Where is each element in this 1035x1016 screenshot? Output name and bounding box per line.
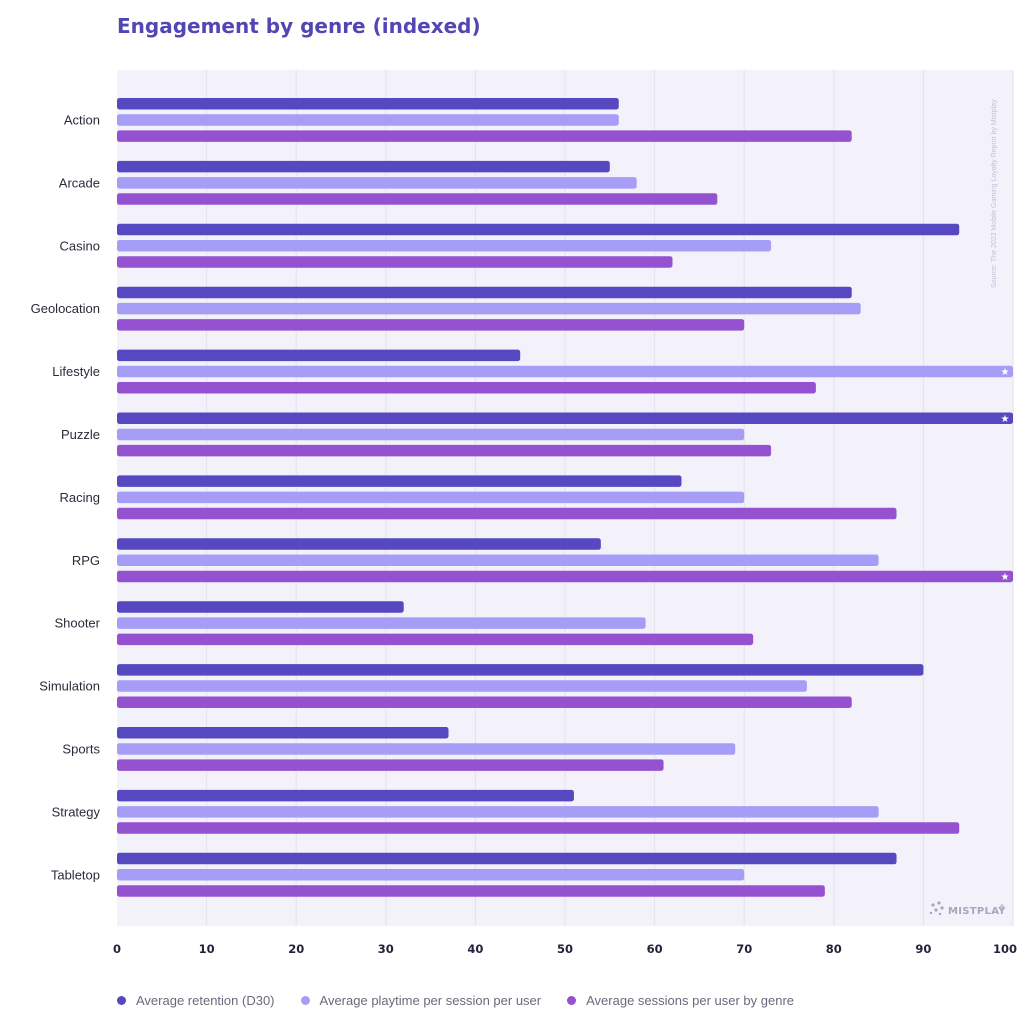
bar xyxy=(117,475,682,487)
bar xyxy=(117,869,745,881)
bar xyxy=(117,412,1013,424)
legend-marker xyxy=(117,996,126,1005)
bar xyxy=(117,130,852,142)
bar xyxy=(117,633,754,646)
bar xyxy=(117,601,404,613)
bar xyxy=(117,365,1013,378)
mistplay-logo-dots-icon xyxy=(929,901,944,916)
bar xyxy=(117,428,745,441)
mistplay-logo-text: MISTPLAY xyxy=(948,906,1006,917)
bar xyxy=(117,382,816,394)
bar xyxy=(117,444,772,457)
legend-item-playtime: Average playtime per session per user xyxy=(300,993,542,1008)
bar xyxy=(117,98,619,110)
category-label: Sports xyxy=(62,741,100,756)
x-tick-label: 90 xyxy=(915,942,931,956)
bar xyxy=(117,680,807,692)
bar xyxy=(117,177,637,189)
category-label: Puzzle xyxy=(61,427,100,442)
bar xyxy=(117,319,745,331)
bar xyxy=(117,617,646,629)
category-label: Casino xyxy=(60,238,100,253)
legend-label: Average playtime per session per user xyxy=(319,993,542,1008)
bar xyxy=(117,491,745,504)
bar xyxy=(117,193,718,205)
star-icon: ★ xyxy=(1001,572,1010,583)
category-label: Simulation xyxy=(39,679,100,694)
source-note: Source: The 2023 Mobile Gaming Loyalty R… xyxy=(991,99,998,288)
x-tick-label: 80 xyxy=(826,942,842,956)
bar xyxy=(117,160,610,173)
bar xyxy=(117,240,772,252)
star-icon: ★ xyxy=(1001,367,1010,378)
x-tick-label: 50 xyxy=(557,942,573,956)
category-label: RPG xyxy=(72,553,100,568)
legend-item-sessions: Average sessions per user by genre xyxy=(567,993,794,1008)
x-tick-label: 60 xyxy=(647,942,663,956)
x-tick-label: 0 xyxy=(113,942,121,956)
bar xyxy=(117,806,879,818)
mistplay-logo: MISTPLAY ® xyxy=(929,901,1006,917)
bar xyxy=(117,759,664,771)
bar xyxy=(117,885,825,897)
category-label: Racing xyxy=(60,490,100,505)
bar xyxy=(117,349,521,362)
x-tick-label: 100 xyxy=(993,942,1017,956)
bar xyxy=(117,256,673,268)
category-label: Tabletop xyxy=(51,867,100,882)
star-icon: ★ xyxy=(1001,414,1010,425)
bar xyxy=(117,696,852,708)
bar xyxy=(117,789,574,802)
legend-item-retention: Average retention (D30) xyxy=(117,993,275,1008)
legend-marker xyxy=(567,996,577,1005)
bar xyxy=(117,302,861,315)
bar xyxy=(117,507,897,520)
bars xyxy=(117,98,1013,897)
bar xyxy=(117,223,960,236)
x-tick-label: 30 xyxy=(378,942,394,956)
mistplay-logo-trademark: ® xyxy=(999,904,1005,911)
bar xyxy=(117,727,449,739)
category-label: Arcade xyxy=(59,175,100,190)
legend-label: Average sessions per user by genre xyxy=(586,993,795,1008)
category-label: Action xyxy=(64,112,100,127)
x-tick-label: 20 xyxy=(288,942,304,956)
category-label: Shooter xyxy=(54,616,100,631)
category-label: Strategy xyxy=(52,804,101,819)
chart-title: Engagement by genre (indexed) xyxy=(117,14,481,38)
category-labels: Action Arcade Casino Geolocation Lifestyle Pu… xyxy=(31,112,101,882)
x-tick-label: 40 xyxy=(467,942,483,956)
bar xyxy=(117,538,601,550)
bar xyxy=(117,554,879,566)
category-label: Geolocation xyxy=(31,301,100,316)
bar xyxy=(117,743,736,755)
bar xyxy=(117,286,852,299)
bar xyxy=(117,114,619,126)
bar xyxy=(117,570,1013,583)
legend: Average retention (D30) Average playtime… xyxy=(117,993,794,1008)
tick-labels: 0 10 20 30 40 50 60 70 80 90 100 xyxy=(113,942,1017,956)
legend-label: Average retention (D30) xyxy=(136,993,275,1008)
bar xyxy=(117,664,924,676)
bar xyxy=(117,822,960,834)
category-label: Lifestyle xyxy=(52,364,100,379)
stars: ★ ★ ★ xyxy=(1001,367,1010,583)
bar xyxy=(117,852,897,865)
legend-marker xyxy=(300,996,310,1005)
x-tick-label: 70 xyxy=(736,942,752,956)
x-tick-label: 10 xyxy=(199,942,215,956)
